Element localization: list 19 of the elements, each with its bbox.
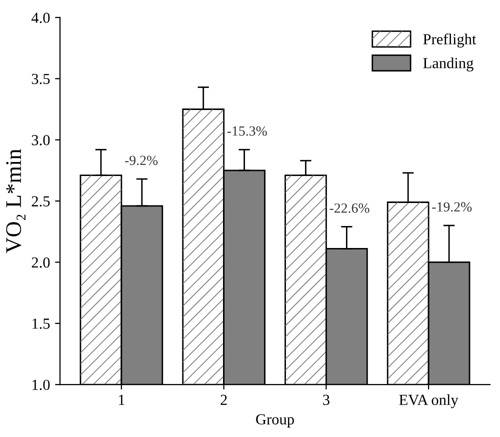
x-tick-label: 2 [220, 394, 227, 405]
y-tick-label: 2.5 [32, 196, 50, 207]
y-tick-label: 2.0 [32, 257, 50, 268]
x-axis-title: Group [256, 414, 294, 428]
y-axis-title: VO₂ L*min [6, 149, 26, 254]
y-tick-label: 1.5 [32, 318, 50, 329]
annotation: -9.2% [125, 156, 158, 166]
y-tick-label: 3.5 [32, 74, 50, 84]
y-tick-label: 1.0 [32, 380, 50, 390]
x-tick-label: 1 [118, 394, 124, 405]
annotation: -19.2% [432, 202, 472, 212]
y-tick-label: 3.0 [32, 134, 50, 146]
annotation: -15.3% [227, 126, 267, 136]
legend-label: Preflight [423, 33, 476, 48]
x-tick-label: 3 [323, 394, 330, 406]
annotation: -22.6% [330, 203, 370, 213]
x-tick-label: EVA only [399, 394, 458, 408]
legend-label: Landing [423, 58, 474, 72]
y-tick-label: 4.0 [31, 12, 50, 23]
